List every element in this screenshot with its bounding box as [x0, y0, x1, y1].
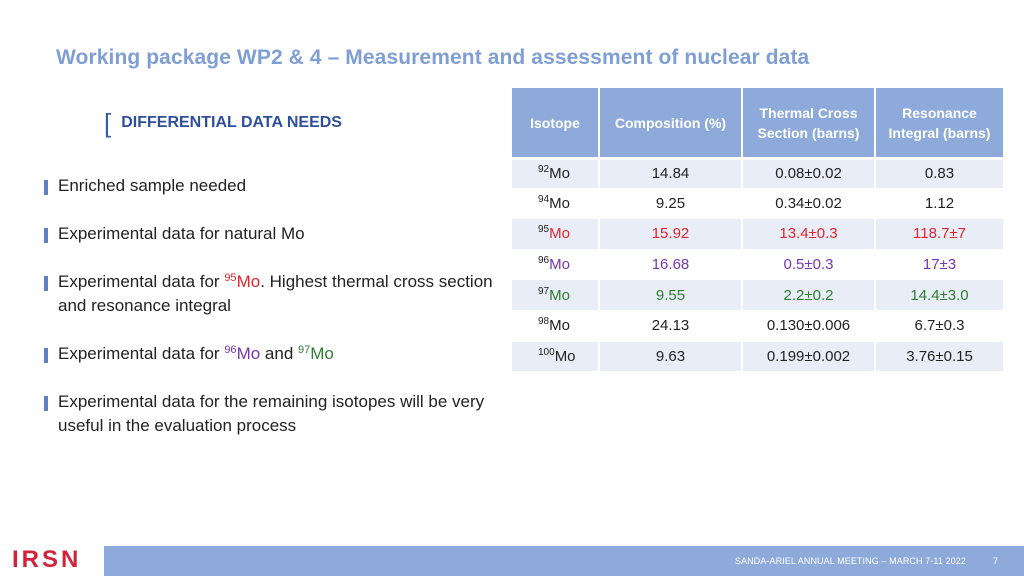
footer-meeting-text: SANDA-ARIEL ANNUAL MEETING – MARCH 7-11 … [734, 556, 966, 566]
bullet-marker-icon [44, 396, 48, 411]
isotope-symbol: Mo [554, 347, 576, 365]
isotope-cell: 97Mo [512, 279, 600, 310]
bullet-item: Experimental data for natural Mo [44, 222, 494, 246]
table-header-row: Isotope Composition (%) Thermal Cross Se… [512, 88, 1003, 157]
isotope-symbol: Mo [549, 317, 570, 335]
bullet-text-prefix: Experimental data for [58, 344, 225, 363]
composition-cell: 9.55 [600, 279, 743, 310]
resonance-integral-cell: 0.83 [876, 157, 1003, 188]
bullet-item: Experimental data for 96Mo and 97Mo [44, 342, 494, 366]
bullet-marker-icon [44, 348, 48, 363]
isotope-cell: 100Mo [512, 340, 600, 372]
composition-cell: 15.92 [600, 218, 743, 249]
isotope-mass: 92 [538, 164, 550, 176]
isotope-cell: 98Mo [512, 309, 600, 341]
thermal-cross-section-cell: 0.130±0.006 [743, 309, 876, 341]
section-label: DIFFERENTIAL DATA NEEDS [121, 114, 342, 131]
bullet-text-suffix: . Highest thermal cross section and reso… [58, 272, 493, 315]
page-number: 7 [992, 556, 998, 566]
isotope-symbol: Mo [549, 225, 570, 243]
thermal-cross-section-cell: 0.08±0.02 [743, 157, 876, 188]
composition-cell: 14.84 [600, 157, 743, 188]
isotope-mass: 96 [224, 344, 237, 356]
isotope-mass: 98 [538, 316, 550, 328]
bullet-item: Experimental data for 95Mo. Highest ther… [44, 270, 494, 318]
isotope-mass: 96 [538, 255, 550, 267]
isotope-symbol: Mo [236, 272, 261, 291]
isotope-symbol: Mo [549, 194, 570, 212]
isotope-mass: 95 [538, 224, 550, 236]
footer-bar: SANDA-ARIEL ANNUAL MEETING – MARCH 7-11 … [104, 546, 1024, 576]
isotope-symbol: Mo [549, 256, 570, 274]
bullet-text-mid: and [260, 344, 298, 363]
column-header: Isotope [512, 88, 600, 157]
isotope-cell: 94Mo [512, 187, 600, 219]
resonance-integral-cell: 1.12 [876, 187, 1003, 219]
table-row: 96Mo 16.68 0.5±0.3 17±3 [512, 248, 1003, 280]
isotope-cell: 96Mo [512, 248, 600, 280]
isotope-mass: 94 [538, 193, 550, 205]
bullet-text: Experimental data for natural Mo [58, 224, 305, 243]
bullet-item: Enriched sample needed [44, 174, 494, 198]
isotope-mass: 95 [224, 272, 237, 284]
isotope-symbol: Mo [549, 286, 570, 304]
resonance-integral-cell: 3.76±0.15 [876, 340, 1003, 372]
isotope-mass: 97 [538, 285, 550, 297]
thermal-cross-section-cell: 0.199±0.002 [743, 340, 876, 372]
column-header: Composition (%) [600, 88, 743, 157]
table-row: 98Mo 24.13 0.130±0.006 6.7±0.3 [512, 309, 1003, 341]
thermal-cross-section-cell: 0.34±0.02 [743, 187, 876, 219]
isotope-mass: 97 [298, 344, 311, 356]
isotope-symbol: Mo [310, 344, 334, 363]
table-row: 94Mo 9.25 0.34±0.02 1.12 [512, 187, 1003, 219]
bullet-item: Experimental data for the remaining isot… [44, 390, 494, 438]
resonance-integral-cell: 6.7±0.3 [876, 309, 1003, 341]
thermal-cross-section-cell: 0.5±0.3 [743, 248, 876, 280]
bullet-marker-icon [44, 180, 48, 195]
composition-cell: 9.25 [600, 187, 743, 219]
composition-cell: 16.68 [600, 248, 743, 280]
composition-cell: 24.13 [600, 309, 743, 341]
resonance-integral-cell: 118.7±7 [876, 218, 1003, 249]
column-header: Thermal Cross Section (barns) [743, 88, 876, 157]
bullet-list: Enriched sample needed Experimental data… [44, 174, 494, 438]
bullet-text: Enriched sample needed [58, 176, 247, 195]
table-row: 95Mo 15.92 13.4±0.3 118.7±7 [512, 218, 1003, 249]
isotope-table: Isotope Composition (%) Thermal Cross Se… [512, 88, 1003, 372]
isotope-cell: 95Mo [512, 218, 600, 249]
isotope-symbol: Mo [236, 344, 261, 363]
isotope-cell: 92Mo [512, 157, 600, 188]
thermal-cross-section-cell: 2.2±0.2 [743, 279, 876, 310]
table-row: 100Mo 9.63 0.199±0.002 3.76±0.15 [512, 340, 1003, 372]
irsn-logo: IRSN [12, 546, 82, 573]
section-heading: [ DIFFERENTIAL DATA NEEDS [104, 110, 342, 136]
bullet-marker-icon [44, 228, 48, 243]
table-row: 92Mo 14.84 0.08±0.02 0.83 [512, 157, 1003, 188]
bullet-text: Experimental data for the remaining isot… [58, 392, 485, 435]
bullet-text-prefix: Experimental data for [58, 272, 225, 291]
table-row: 97Mo 9.55 2.2±0.2 14.4±3.0 [512, 279, 1003, 310]
thermal-cross-section-cell: 13.4±0.3 [743, 218, 876, 249]
isotope-mass: 100 [538, 346, 555, 358]
composition-cell: 9.63 [600, 340, 743, 372]
slide-title: Working package WP2 & 4 – Measurement an… [56, 46, 810, 69]
bracket-icon: [ [104, 108, 112, 138]
resonance-integral-cell: 14.4±3.0 [876, 279, 1003, 310]
bullet-marker-icon [44, 276, 48, 291]
resonance-integral-cell: 17±3 [876, 248, 1003, 280]
column-header: Resonance Integral (barns) [876, 88, 1003, 157]
isotope-symbol: Mo [549, 165, 570, 183]
